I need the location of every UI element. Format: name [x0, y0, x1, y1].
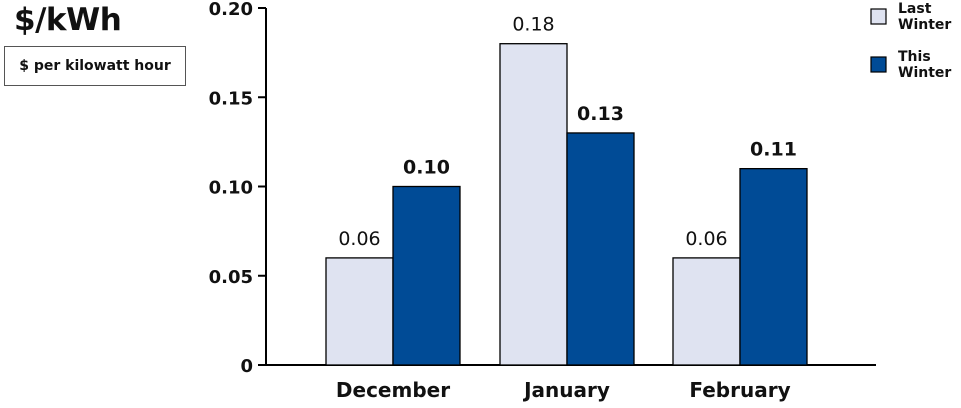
bar	[739, 167, 808, 366]
legend-swatch	[870, 56, 887, 73]
y-tick-label: 0.10	[209, 178, 253, 199]
y-tick-label: 0.05	[209, 267, 253, 288]
bar	[499, 43, 568, 366]
legend-swatch	[870, 8, 887, 25]
data-label: 0.06	[685, 228, 727, 250]
y-axis-ticks: 0 0.05 0.10 0.15 0.20	[209, 0, 266, 377]
y-tick-label: 0	[240, 356, 253, 377]
bar	[392, 185, 461, 366]
y-tick-label: 0.15	[209, 88, 253, 109]
bar	[566, 132, 635, 366]
x-tick-label: December	[336, 378, 450, 402]
data-label: 0.06	[338, 228, 380, 250]
x-tick-label: February	[689, 378, 790, 402]
x-axis-labels: December January February	[336, 378, 791, 402]
bars	[325, 43, 808, 366]
legend-label: This Winter	[898, 49, 951, 81]
legend: Last Winter This Winter	[870, 1, 951, 81]
data-labels: 0.06 0.10 0.18 0.13 0.06 0.11	[338, 14, 797, 250]
legend-label: Last Winter	[898, 1, 951, 33]
x-tick-label: January	[522, 378, 610, 402]
y-tick-label: 0.20	[209, 0, 253, 20]
unit-label-box: $ per kilowatt hour	[4, 46, 186, 86]
data-label: 0.11	[750, 139, 797, 161]
data-label: 0.13	[577, 103, 624, 125]
data-label: 0.18	[512, 14, 554, 36]
bar	[325, 257, 394, 366]
chart-title: $/kWh	[14, 2, 122, 38]
data-label: 0.10	[403, 157, 450, 179]
bar	[672, 257, 741, 366]
